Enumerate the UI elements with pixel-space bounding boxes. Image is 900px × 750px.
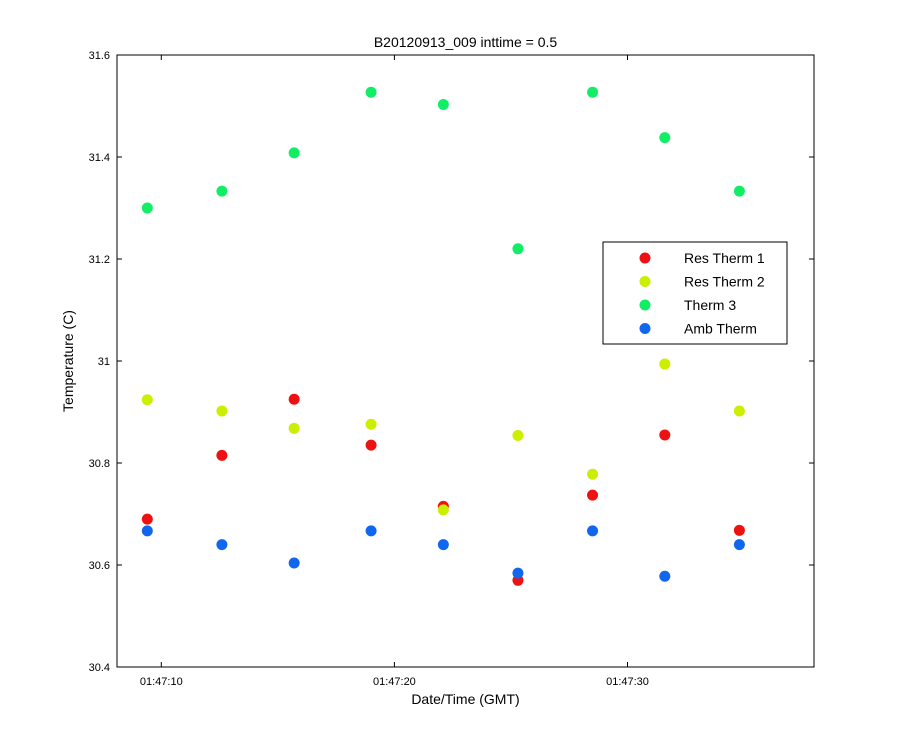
data-point	[437, 504, 449, 516]
data-point	[587, 468, 599, 480]
legend-label: Amb Therm	[684, 321, 757, 337]
y-tick-label: 31	[98, 356, 110, 368]
data-point	[512, 567, 524, 579]
data-point	[365, 439, 377, 451]
data-point	[141, 202, 153, 214]
y-axis-label: Temperature (C)	[60, 310, 76, 412]
legend-marker	[639, 299, 651, 311]
legend-box	[602, 241, 788, 345]
data-point	[659, 132, 671, 144]
x-tick-label: 01:47:20	[373, 676, 416, 688]
data-point	[659, 429, 671, 441]
series-res-therm-2	[141, 358, 745, 516]
legend-marker	[639, 323, 651, 334]
data-point	[288, 422, 300, 434]
data-point	[733, 185, 745, 197]
data-point	[365, 525, 377, 537]
data-point	[587, 86, 599, 98]
legend-marker	[639, 252, 651, 264]
x-axis-label: Date/Time (GMT)	[411, 691, 519, 707]
series-amb-therm	[141, 525, 745, 582]
x-tick-label: 01:47:10	[140, 676, 183, 688]
plot-area-frame	[116, 54, 815, 668]
data-point	[659, 358, 671, 370]
data-point	[365, 86, 377, 98]
series-therm-3	[141, 86, 745, 255]
data-point	[141, 394, 153, 406]
y-tick-label: 31.6	[89, 50, 110, 62]
data-point	[733, 524, 745, 536]
data-point	[216, 405, 228, 417]
data-point	[288, 557, 300, 569]
data-point	[141, 513, 153, 525]
data-point	[659, 570, 671, 582]
data-point	[437, 539, 449, 551]
data-point	[288, 147, 300, 159]
data-point	[733, 539, 745, 551]
y-axis: 30.4 30.6 30.8 31 31.2 31.4 31.6	[89, 50, 814, 674]
x-tick-label: 01:47:30	[606, 676, 649, 688]
data-point	[288, 393, 300, 405]
data-point	[216, 449, 228, 461]
y-tick-label: 30.8	[89, 458, 110, 470]
chart-title: B20120913_009 inttime = 0.5	[374, 34, 558, 50]
x-axis: 01:47:10 01:47:20 01:47:30	[140, 55, 649, 688]
legend-label: Res Therm 2	[684, 274, 765, 290]
data-point	[512, 243, 524, 255]
data-point	[365, 418, 377, 430]
legend-label: Therm 3	[684, 297, 736, 313]
legend-marker	[639, 276, 651, 287]
data-points	[141, 86, 745, 586]
data-point	[733, 405, 745, 417]
legend: Res Therm 1 Res Therm 2 Therm 3 Amb Therm	[602, 241, 788, 345]
y-tick-label: 31.2	[89, 254, 110, 266]
y-tick-label: 31.4	[89, 152, 110, 164]
data-point	[437, 98, 449, 110]
data-point	[216, 185, 228, 197]
data-point	[587, 525, 599, 537]
data-point	[587, 489, 599, 501]
y-tick-label: 30.6	[89, 560, 110, 572]
legend-label: Res Therm 1	[684, 250, 765, 266]
data-point	[141, 525, 153, 537]
data-point	[216, 539, 228, 551]
y-tick-label: 30.4	[89, 662, 110, 674]
data-point	[512, 429, 524, 441]
